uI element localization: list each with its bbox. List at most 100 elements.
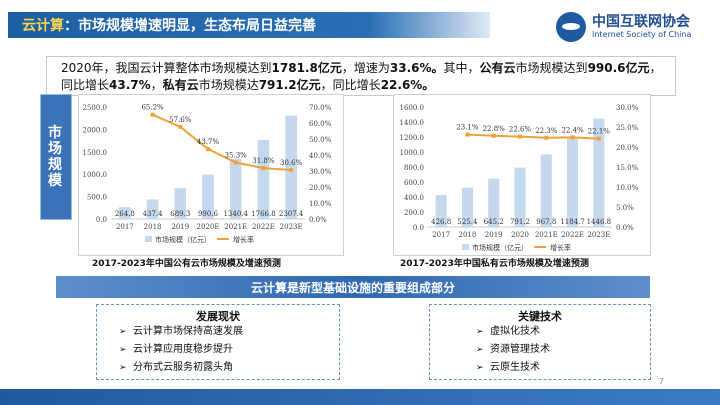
growth-rate-data-label: 35.3%	[225, 152, 248, 160]
intro-text: 2020年，我国云计算整体市场规模达到1781.8亿元，增速为33.6%。其中，…	[61, 61, 662, 92]
right-axis-tick-label: 10.0%	[309, 200, 332, 208]
growth-rate-data-label: 23.1%	[456, 124, 479, 132]
bar	[488, 178, 500, 227]
left-axis-tick-label: 500.0	[87, 194, 107, 202]
private-cloud-chart-svg: 0.0 200.0 400.0 600.0 800.0 1000.0 1200.0 1400.…	[400, 104, 639, 252]
x-tick-label: 2023E	[587, 231, 610, 239]
public-cloud-chart: 0.0 500.0 1000.0 1500.0 2000.0 2500.0 0.0% 10.0…	[78, 94, 344, 256]
growth-rate-data-label: 22.4%	[561, 126, 584, 134]
left-axis-tick-label: 1500.0	[83, 149, 108, 157]
left-axis-tick-label: 1000.0	[83, 171, 108, 179]
bar-data-label: 1340.4	[223, 210, 248, 218]
list-item: ➢ 分布式云服务初露头角	[119, 359, 243, 377]
bar	[285, 115, 297, 219]
key-technology-panel: 关键技术 ➢ 虚拟化技术 ➢ 资源管理技术 ➢ 云原生技术	[429, 304, 651, 380]
right-axis-tick-label: 30.0%	[309, 168, 332, 176]
x-tick-label: 2023E	[280, 223, 303, 231]
org-logo: 中国互联网协会 Internet Society of China	[556, 10, 716, 44]
arrow-right-icon: ➢	[119, 327, 127, 337]
legend-line-label: 增长率	[233, 235, 254, 244]
growth-rate-marker	[206, 147, 210, 152]
isc-logo-icon	[556, 12, 586, 42]
side-tab-label: 市场规模	[48, 125, 62, 189]
right-axis-tick-label: 10.0%	[616, 184, 639, 192]
x-tick-label: 2019	[485, 231, 503, 239]
right-axis-tick-label: 60.0%	[309, 120, 332, 128]
page-title: 云计算：市场规模增速明显，生态布局日益完善	[22, 15, 316, 35]
footer-bar	[0, 389, 720, 405]
growth-rate-marker	[491, 133, 496, 138]
left-axis-tick-label: 2000.0	[83, 126, 108, 134]
bar-data-label: 437.4	[143, 210, 164, 218]
x-tick-label: 2022E	[561, 231, 584, 239]
growth-rate-data-label: 43.7%	[197, 138, 220, 146]
bar-data-label: 426.8	[431, 218, 451, 226]
left-axis-tick-label: 1600.0	[400, 104, 425, 112]
arrow-right-icon: ➢	[476, 345, 484, 355]
side-tab: 市场规模	[40, 94, 72, 220]
growth-rate-line	[152, 113, 292, 172]
list-item: ➢ 云计算应用度稳步提升	[119, 341, 243, 359]
growth-rate-data-label: 22.8%	[483, 125, 506, 133]
bar	[257, 139, 270, 219]
bar	[119, 207, 131, 219]
list-item: ➢ 云计算市场保持高速发展	[119, 323, 243, 341]
bar	[461, 187, 473, 227]
key-technology-title: 关键技术	[518, 310, 562, 323]
legend-line-label: 增长率	[550, 243, 571, 252]
slide-header: 云计算：市场规模增速明显，生态布局日益完善 中国互联网协会 Internet S…	[0, 0, 720, 52]
bar	[229, 158, 242, 219]
growth-rate-data-label: 65.2%	[141, 104, 164, 112]
public-cloud-chart-caption: 2017-2023年中国公有云市场规模及增速预测	[92, 259, 281, 269]
private-cloud-chart: 0.0 200.0 400.0 600.0 800.0 1000.0 1200.0 1400.…	[393, 94, 651, 256]
title-rest: ：市场规模增速明显，生态布局日益完善	[64, 18, 316, 34]
growth-rate-line	[467, 133, 599, 140]
bar-data-label: 967.8	[536, 218, 556, 226]
x-tick-label: 2020E	[197, 223, 220, 231]
page-number: 7	[658, 377, 664, 386]
development-status-panel: 发展现状 ➢ 云计算市场保持高速发展 ➢ 云计算应用度稳步提升 ➢ 分布式云服务初露头…	[96, 304, 340, 380]
x-tick-label: 2019	[171, 223, 189, 231]
left-axis-tick-label: 800.0	[404, 164, 424, 172]
bar-data-label: 645.2	[484, 218, 504, 226]
growth-rate-marker	[150, 112, 155, 117]
arrow-right-icon: ➢	[119, 345, 127, 355]
private-cloud-chart-caption: 2017-2023年中国私有云市场规模及增速预测	[400, 259, 589, 269]
title-prefix: 云计算	[22, 18, 64, 34]
arrow-right-icon: ➢	[119, 363, 127, 373]
x-tick-label: 2017	[432, 231, 450, 239]
growth-rate-marker	[178, 124, 183, 129]
x-tick-label: 2018	[459, 231, 477, 239]
right-axis-tick-label: 25.0%	[616, 124, 639, 132]
right-axis-tick-label: 20.0%	[309, 184, 332, 192]
logo-name-en: Internet Society of China	[592, 30, 692, 39]
left-axis-tick-label: 2500.0	[83, 104, 108, 112]
growth-rate-marker	[289, 168, 294, 173]
left-axis-tick-label: 1400.0	[400, 119, 425, 127]
bar	[174, 188, 187, 219]
growth-rate-marker	[233, 160, 238, 165]
key-technology-list: ➢ 虚拟化技术 ➢ 资源管理技术 ➢ 云原生技术	[476, 323, 550, 377]
bar	[540, 154, 552, 227]
right-axis-tick-label: 20.0%	[616, 144, 639, 152]
bar	[202, 174, 214, 219]
left-axis-tick-label: 0.0	[413, 224, 424, 232]
growth-rate-marker	[570, 135, 575, 140]
left-axis-tick-label: 0.0	[96, 216, 107, 224]
left-axis-tick-label: 200.0	[404, 209, 424, 217]
right-axis-tick-label: 0.0%	[616, 224, 634, 232]
right-axis-tick-label: 40.0%	[309, 152, 332, 160]
list-item: ➢ 云原生技术	[476, 359, 550, 377]
bar-data-label: 525.4	[457, 218, 478, 226]
bar-data-label: 1184.7	[560, 218, 585, 226]
bar	[146, 199, 159, 219]
left-axis-tick-label: 1200.0	[400, 134, 425, 142]
legend-bar-swatch	[145, 236, 152, 242]
left-axis-tick-label: 600.0	[404, 179, 424, 187]
right-axis-tick-label: 50.0%	[309, 136, 332, 144]
bar	[567, 138, 579, 227]
growth-rate-data-label: 22.3%	[535, 127, 558, 135]
bar-data-label: 689.3	[170, 210, 190, 218]
growth-rate-data-label: 22.6%	[509, 126, 532, 134]
x-tick-label: 2021E	[535, 231, 558, 239]
